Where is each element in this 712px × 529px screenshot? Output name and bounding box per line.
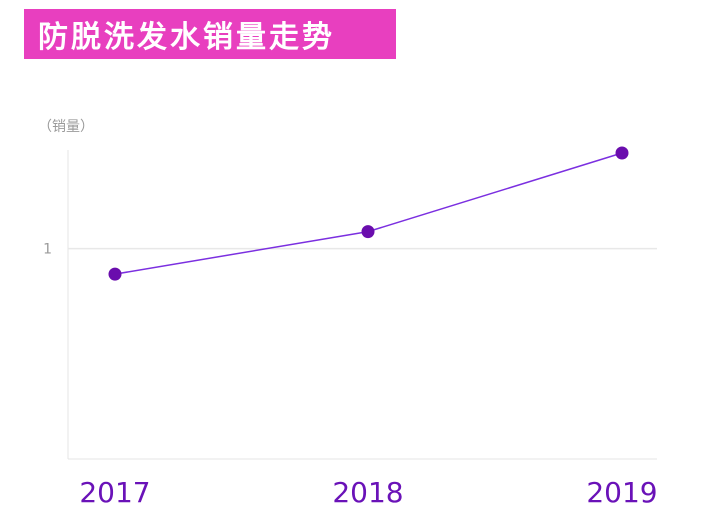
data-point-2018 xyxy=(361,225,375,239)
series-line xyxy=(114,152,623,275)
data-points xyxy=(108,146,629,281)
x-tick-label-2019: 2019 xyxy=(586,476,657,509)
x-tick-label-2018: 2018 xyxy=(332,476,403,509)
y-tick-label-0: 1 xyxy=(43,242,52,258)
x-ticks: 2017 2018 2019 xyxy=(79,476,657,509)
y-axis-label: （销量） xyxy=(38,119,94,135)
data-point-2019 xyxy=(615,146,629,160)
data-point-2017 xyxy=(108,267,122,281)
y-ticks: 1 xyxy=(43,242,52,258)
title-banner: 防脱洗发水销量走势 xyxy=(24,9,396,59)
chart-title: 防脱洗发水销量走势 xyxy=(38,20,335,55)
x-tick-label-2017: 2017 xyxy=(79,476,150,509)
